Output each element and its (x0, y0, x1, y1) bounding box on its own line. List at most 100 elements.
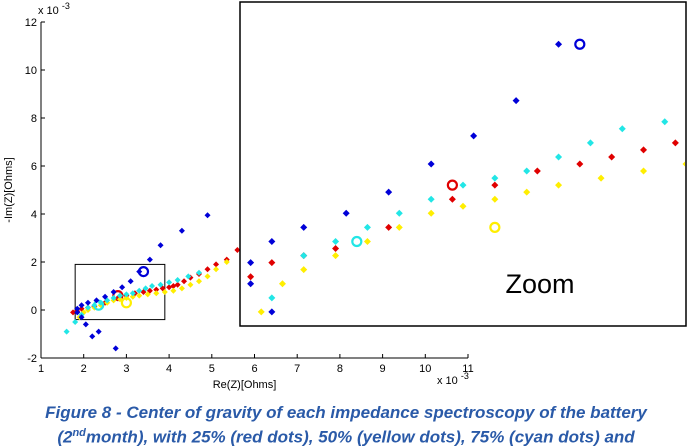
inset-point (491, 174, 499, 182)
inset-point (523, 188, 531, 196)
main-point (84, 304, 91, 311)
inset-point (385, 223, 393, 231)
inset-point (395, 223, 403, 231)
zoom-label: Zoom (505, 269, 574, 299)
main-point (95, 328, 102, 335)
main-point (112, 345, 119, 352)
main-point (157, 242, 164, 249)
x-tick-label: 8 (337, 363, 343, 375)
inset-point (448, 195, 456, 203)
main-point (204, 266, 211, 273)
y-tick-label: 4 (31, 209, 37, 221)
main-point (129, 290, 136, 297)
main-point (213, 261, 220, 268)
main-point (72, 319, 79, 325)
x-tick-label: 5 (209, 363, 215, 375)
inset-point (268, 308, 276, 316)
inset-point (470, 132, 478, 140)
inset-point (247, 273, 255, 281)
main-point (149, 283, 156, 289)
main-point (157, 281, 164, 288)
inset-point (459, 202, 467, 210)
y-tick-label: -2 (27, 353, 37, 365)
inset-point (555, 153, 563, 161)
main-point (63, 328, 70, 335)
main-point (102, 293, 109, 300)
main-point (187, 281, 194, 288)
inset-point (459, 181, 467, 189)
caption-line-2-start: (2 (57, 427, 73, 447)
inset-point (608, 153, 616, 161)
main-point (78, 314, 85, 321)
main-point (78, 302, 85, 309)
inset-point (332, 252, 340, 260)
y-tick-label: 12 (25, 17, 37, 29)
inset-point (661, 118, 669, 126)
inset-point (268, 259, 276, 267)
caption-line-1: Figure 8 - Center of gravity of each imp… (45, 403, 647, 422)
inset-point (247, 280, 255, 288)
main-point (181, 278, 188, 285)
x-tick-label: 3 (123, 363, 129, 375)
inset-point (618, 125, 626, 133)
main-point (82, 321, 89, 328)
inset-point (427, 195, 435, 203)
main-point (74, 309, 81, 316)
inset-point (597, 174, 605, 182)
main-point (110, 295, 117, 301)
x-tick-label: 11 (462, 363, 473, 375)
caption-line-2: (2ndmonth), with 25% (red dots), 50% (ye… (0, 423, 692, 448)
main-point (195, 278, 202, 285)
inset-point (671, 139, 679, 147)
inset-point (342, 209, 350, 217)
y-axis-title: -Im(Z)[Ohms] (3, 157, 15, 222)
inset-point (523, 167, 531, 175)
main-point (223, 259, 230, 265)
inset-point (332, 237, 340, 245)
main-point (70, 309, 77, 316)
x-tick-label: 10 (419, 363, 431, 375)
inset-center-marker (574, 38, 586, 50)
main-axes: 1 2 3 4 5 6 7 8 9 10 11-2024681012Re(Z)[Ohms]-Im(Z… (3, 1, 474, 391)
main-point (213, 266, 220, 273)
zoom-inset-points (226, 38, 685, 316)
main-point (166, 284, 173, 291)
x-tick-label: 4 (166, 363, 172, 375)
main-point (127, 278, 134, 285)
main-point (204, 212, 211, 219)
inset-center-marker (446, 179, 458, 191)
main-point (129, 293, 136, 300)
main-point (89, 333, 96, 340)
inset-point (363, 223, 371, 231)
x-exponent-power: -3 (461, 371, 469, 381)
main-point (161, 289, 168, 295)
x-tick-label: 7 (294, 363, 300, 375)
inset-point (640, 146, 648, 154)
y-exponent-power: -3 (62, 1, 70, 11)
inset-point (427, 160, 435, 168)
x-axis-title: Re(Z)[Ohms] (213, 379, 277, 391)
main-point (174, 281, 181, 288)
inset-point (226, 280, 233, 287)
main-point (170, 287, 177, 294)
y-tick-label: 6 (31, 161, 37, 173)
x-tick-label: 1 (38, 363, 44, 375)
main-point (116, 292, 123, 299)
x-tick-label: 2 (81, 363, 87, 375)
inset-point (268, 294, 276, 302)
inset-point (300, 252, 308, 260)
main-point (136, 287, 143, 294)
impedance-chart: 1 2 3 4 5 6 7 8 9 10 11-2024681012Re(Z)[Ohms]-Im(Z… (3, 1, 687, 391)
main-point (142, 285, 149, 292)
x-tick-label: 6 (251, 363, 257, 375)
main-point (84, 299, 91, 306)
main-point (234, 247, 241, 253)
main-point (146, 256, 153, 263)
inset-point (257, 308, 265, 316)
main-point (74, 305, 81, 312)
main-point (123, 291, 130, 298)
main-point (170, 283, 177, 289)
y-tick-label: 10 (25, 65, 37, 77)
main-point (178, 285, 185, 292)
figure-caption: Figure 8 - Center of gravity of each imp… (0, 403, 692, 448)
